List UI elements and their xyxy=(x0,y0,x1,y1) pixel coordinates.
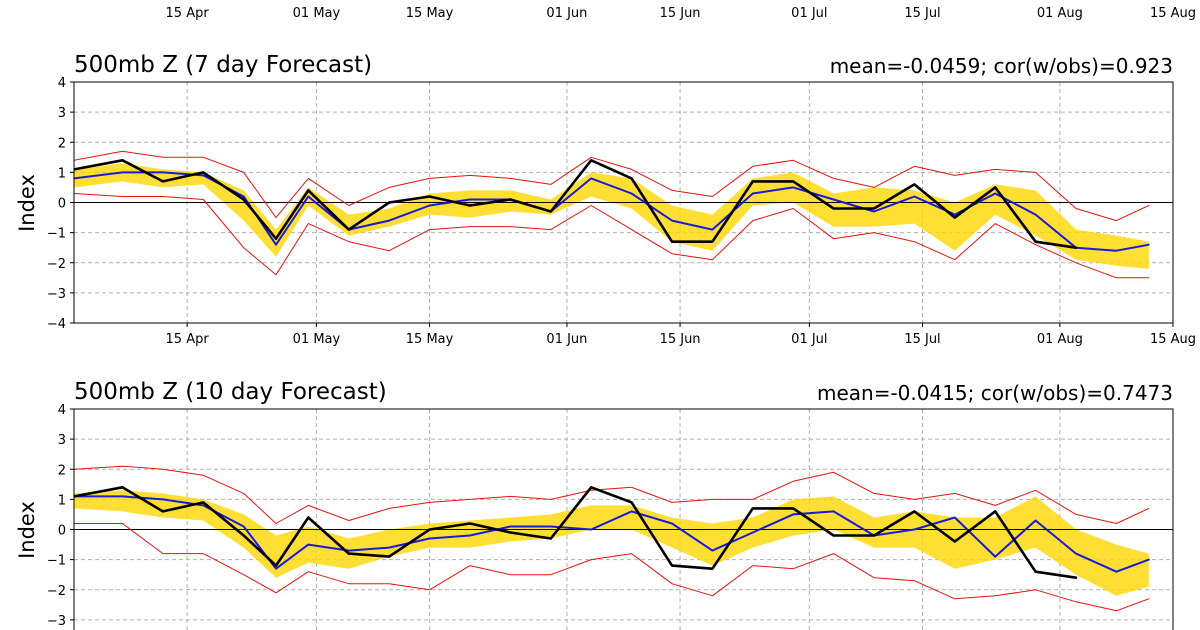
lower-envelope-line xyxy=(74,193,1150,279)
panel-title: 500mb Z (10 day Forecast) xyxy=(74,379,387,405)
y-tick-label: −2 xyxy=(47,584,66,599)
y-tick-label: 3 xyxy=(58,106,66,121)
top-axis-date-ticks: 15 Apr 01 May 15 May 01 Jun 15 Jun 01 Jul 15 J… xyxy=(166,6,1196,21)
x-tick-label: 01 Jun xyxy=(546,6,587,21)
x-tick-label: 01 May xyxy=(293,332,341,347)
plot-area xyxy=(74,409,1173,630)
y-tick-label: 0 xyxy=(58,197,66,212)
y-tick-label: 2 xyxy=(58,463,66,478)
y-tick-label: −2 xyxy=(47,257,66,272)
ensemble-mean-line xyxy=(74,495,1150,573)
panel-10day: 500mb Z (10 day Forecast) mean=-0.0415; … xyxy=(15,379,1174,630)
y-axis-label: Index xyxy=(15,501,39,559)
y-tick-label: 1 xyxy=(58,493,66,508)
x-tick-label: 01 Jul xyxy=(791,332,827,347)
observed-line xyxy=(74,159,1078,249)
x-tick-label: 15 Jul xyxy=(904,6,940,21)
y-tick-label: −3 xyxy=(47,614,66,629)
spread-band xyxy=(74,490,1149,596)
x-tick-label: 15 Jun xyxy=(660,6,701,21)
x-tick-label: 15 May xyxy=(406,332,454,347)
x-tick-label: 15 Jul xyxy=(904,332,940,347)
observed-line xyxy=(74,486,1078,579)
y-axis-label: Index xyxy=(15,174,39,232)
y-tick-label: 4 xyxy=(58,403,66,418)
y-tick-label: −4 xyxy=(47,317,66,332)
y-tick-label: −1 xyxy=(47,227,66,242)
y-tick-label: 4 xyxy=(58,76,66,91)
y-tick-label: 2 xyxy=(58,136,66,151)
x-tick-label: 15 Aug xyxy=(1150,332,1196,347)
lower-envelope-line xyxy=(74,523,1150,612)
panel-7day: 500mb Z (7 day Forecast) mean=-0.0459; c… xyxy=(15,52,1196,347)
x-tick-label: 15 Apr xyxy=(166,6,210,21)
plot-area xyxy=(74,82,1173,323)
panel-title: 500mb Z (7 day Forecast) xyxy=(74,52,372,78)
x-tick-label: 15 Apr xyxy=(166,332,210,347)
upper-envelope-line xyxy=(74,465,1150,524)
x-tick-label: 15 May xyxy=(406,6,454,21)
y-tick-label: 0 xyxy=(58,524,66,539)
x-tick-label: 01 Aug xyxy=(1037,6,1083,21)
y-tick-label: 1 xyxy=(58,166,66,181)
panel-stats: mean=-0.0459; cor(w/obs)=0.923 xyxy=(830,54,1173,78)
axes-frame xyxy=(73,408,1174,630)
x-tick-label: 15 Jun xyxy=(660,332,701,347)
panel-stats: mean=-0.0415; cor(w/obs)=0.7473 xyxy=(817,381,1173,405)
x-tick-label: 01 May xyxy=(293,6,341,21)
x-tick-label: 01 Jun xyxy=(546,332,587,347)
x-tick-label: 01 Aug xyxy=(1037,332,1083,347)
x-tick-label: 01 Jul xyxy=(791,6,827,21)
y-tick-label: −3 xyxy=(47,287,66,302)
x-tick-label: 15 Aug xyxy=(1150,6,1196,21)
y-tick-label: 3 xyxy=(58,433,66,448)
spread-band xyxy=(74,163,1149,269)
upper-envelope-line xyxy=(74,150,1150,222)
y-tick-label: −1 xyxy=(47,554,66,569)
